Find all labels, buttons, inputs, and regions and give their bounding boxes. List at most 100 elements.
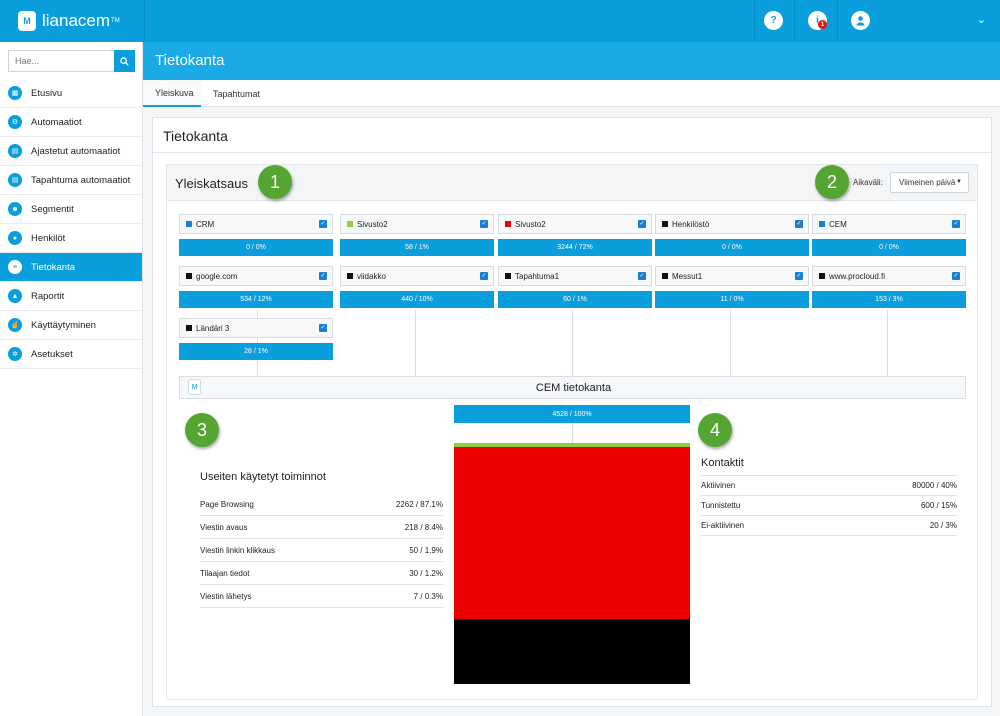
table-row: Viestin linkin klikkaus 50 / 1.9% [200, 539, 443, 562]
search-icon [120, 56, 129, 66]
card-title: Tietokanta [163, 128, 228, 144]
source-name: www.procloud.fi [829, 271, 886, 281]
source-count-bar: 60 / 1% [498, 291, 652, 308]
help-icon[interactable]: ? [764, 11, 783, 30]
source-header: Sivusto2 ✓ [498, 214, 652, 234]
sidebar-item-etusivu[interactable]: ▦ Etusivu [0, 79, 142, 108]
source-color-swatch [819, 221, 825, 227]
stack-segment [454, 447, 690, 619]
database-icon: ≡ [8, 260, 22, 274]
row-label: Tilaajan tiedot [200, 568, 250, 578]
source-name: viidakko [357, 271, 386, 281]
table-row: Viestin avaus 218 / 8.4% [200, 516, 443, 539]
table-row: Tilaajan tiedot 30 / 1.2% [200, 562, 443, 585]
source-count-bar: 440 / 10% [340, 291, 494, 308]
sidebar-item-ajastetut-automaatiot[interactable]: ▤ Ajastetut automaatiot [0, 137, 142, 166]
notification-count-badge: 1 [818, 20, 827, 29]
source-header: Messut1 ✓ [655, 266, 809, 286]
search-button[interactable] [114, 50, 135, 72]
source-checkbox[interactable]: ✓ [319, 220, 327, 228]
calendar-icon: ▤ [8, 144, 22, 158]
source-checkbox[interactable]: ✓ [319, 324, 327, 332]
user-avatar-icon[interactable] [851, 11, 870, 30]
topbar-divider [837, 0, 838, 42]
source-checkbox[interactable]: ✓ [952, 272, 960, 280]
sidebar-item-henkilöt[interactable]: ● Henkilöt [0, 224, 142, 253]
range-label: Aikaväli: [853, 178, 883, 187]
chevron-down-icon[interactable]: ⌄ [976, 14, 986, 26]
source-checkbox[interactable]: ✓ [480, 272, 488, 280]
source-header: Henkilöstö ✓ [655, 214, 809, 234]
sidebar-item-raportit[interactable]: ▲ Raportit [0, 282, 142, 311]
logo[interactable]: M lianacem TM [0, 0, 145, 42]
sidebar-item-automaatiot[interactable]: ⚙ Automaatiot [0, 108, 142, 137]
automation-icon: ⚙ [8, 115, 22, 129]
sidebar-item-label: Ajastetut automaatiot [31, 145, 121, 157]
source-checkbox[interactable]: ✓ [319, 272, 327, 280]
dashboard-icon: ▦ [8, 86, 22, 100]
row-value: 20 / 3% [929, 521, 957, 530]
source-color-swatch [505, 221, 511, 227]
source-header: google.com ✓ [179, 266, 333, 286]
connector-line [730, 310, 731, 376]
logo-badge: M [18, 11, 36, 31]
marker-1: 1 [258, 165, 292, 199]
search-input[interactable] [8, 50, 114, 72]
source-checkbox[interactable]: ✓ [638, 220, 646, 228]
source-checkbox[interactable]: ✓ [480, 220, 488, 228]
source-header: Ländäri 3 ✓ [179, 318, 333, 338]
row-value: 30 / 1.2% [409, 568, 443, 578]
source-count-bar: 3244 / 72% [498, 239, 652, 256]
source-count-bar: 0 / 0% [812, 239, 966, 256]
range-select[interactable]: Viimeinen päivä ▼ [890, 172, 969, 193]
sidebar-item-tietokanta[interactable]: ≡ Tietokanta [0, 253, 142, 282]
row-label: Ei-aktiivinen [701, 521, 745, 530]
cem-logo-icon: M [188, 379, 201, 395]
person-icon: ● [8, 231, 22, 245]
source-checkbox[interactable]: ✓ [795, 220, 803, 228]
page-title: Tietokanta [143, 42, 1000, 80]
source-checkbox[interactable]: ✓ [795, 272, 803, 280]
sidebar-item-segmentit[interactable]: ☻ Segmentit [0, 195, 142, 224]
source-color-swatch [662, 273, 668, 279]
row-value: 80000 / 40% [912, 481, 957, 490]
source-color-swatch [186, 221, 192, 227]
source-name: CRM [196, 219, 215, 229]
sidebar-item-käyttäytyminen[interactable]: ☝ Käyttäytyminen [0, 311, 142, 340]
chart-icon: ▲ [8, 289, 22, 303]
sidebar-item-label: Etusivu [31, 87, 63, 99]
overview-title: Yleiskatsaus [175, 176, 248, 191]
source-name: Henkilöstö [672, 219, 710, 229]
sidebar-item-tapahtuma-automaatiot[interactable]: ▤ Tapahtuma automaatiot [0, 166, 142, 195]
sidebar-item-asetukset[interactable]: ✲ Asetukset [0, 340, 142, 369]
sidebar-item-label: Asetukset [31, 348, 73, 360]
pointer-icon: ☝ [8, 318, 22, 332]
source-name: Tapahtuma1 [515, 271, 560, 281]
contacts-title: Kontaktit [701, 457, 744, 469]
table-row: Aktiivinen 80000 / 40% [701, 476, 957, 496]
table-row: Ei-aktiivinen 20 / 3% [701, 516, 957, 536]
row-value: 600 / 15% [920, 501, 957, 510]
notifications-icon[interactable]: i 1 [808, 11, 827, 30]
source-name: google.com [196, 271, 238, 281]
settings-icon: ✲ [8, 347, 22, 361]
connector-line [572, 310, 573, 376]
source-header: Sivusto2 ✓ [340, 214, 494, 234]
row-label: Viestin lähetys [200, 591, 252, 601]
row-value: 50 / 1.9% [409, 545, 443, 555]
source-checkbox[interactable]: ✓ [638, 272, 646, 280]
sidebar: ▦ Etusivu ⚙ Automaatiot ▤ Ajastetut automaati… [0, 42, 143, 716]
source-checkbox[interactable]: ✓ [952, 220, 960, 228]
row-label: Viestin avaus [200, 522, 248, 532]
marker-3: 3 [185, 413, 219, 447]
row-value: 7 / 0.3% [413, 591, 443, 601]
search-box [8, 50, 135, 72]
tab-tapahtumat[interactable]: Tapahtumat [213, 88, 261, 99]
source-color-swatch [505, 273, 511, 279]
source-name: CEM [829, 219, 847, 229]
source-color-swatch [347, 273, 353, 279]
table-row: Tunnistettu 600 / 15% [701, 496, 957, 516]
calendar-icon: ▤ [8, 173, 22, 187]
tab-yleiskuva[interactable]: Yleiskuva [143, 80, 201, 107]
sidebar-item-label: Henkilöt [31, 232, 66, 244]
